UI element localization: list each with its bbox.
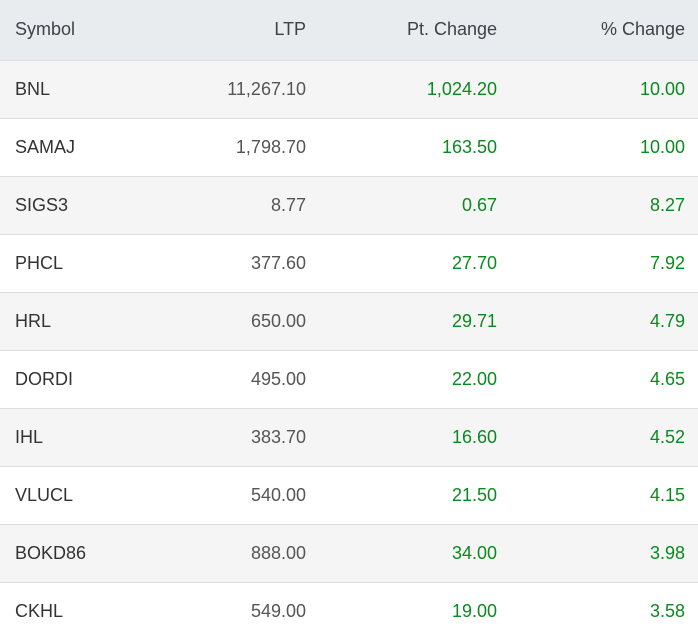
pt-change-cell: 163.50 <box>441 136 497 157</box>
pt-change-cell: 19.00 <box>451 600 497 621</box>
symbol-cell[interactable]: HRL <box>15 310 52 331</box>
ltp-cell: 377.60 <box>250 252 306 273</box>
table-row[interactable]: DORDI 495.00 22.00 4.65 <box>0 350 698 408</box>
header-row: Symbol LTP Pt. Change % Change <box>0 0 698 60</box>
symbol-cell[interactable]: PHCL <box>15 252 64 273</box>
symbol-cell[interactable]: BOKD86 <box>15 542 87 563</box>
ltp-cell: 11,267.10 <box>227 78 306 99</box>
table-row[interactable]: HRL 650.00 29.71 4.79 <box>0 292 698 350</box>
pct-change-cell: 4.15 <box>649 484 685 505</box>
pct-change-cell: 4.52 <box>649 426 685 447</box>
pt-change-cell: 0.67 <box>461 194 497 215</box>
pct-change-cell: 8.27 <box>649 194 685 215</box>
table-row[interactable]: BOKD86 888.00 34.00 3.98 <box>0 524 698 582</box>
pct-change-cell: 10.00 <box>639 136 685 157</box>
pt-change-cell: 34.00 <box>451 542 497 563</box>
table-row[interactable]: CKHL 549.00 19.00 3.58 <box>0 582 698 640</box>
ltp-column-header[interactable]: LTP <box>274 19 306 40</box>
symbol-cell[interactable]: CKHL <box>15 600 64 621</box>
symbol-cell[interactable]: VLUCL <box>15 484 74 505</box>
table-row[interactable]: IHL 383.70 16.60 4.52 <box>0 408 698 466</box>
pt-change-cell: 16.60 <box>451 426 497 447</box>
pct-change-cell: 10.00 <box>639 78 685 99</box>
table-header: Symbol LTP Pt. Change % Change <box>0 0 698 60</box>
ltp-cell: 383.70 <box>250 426 306 447</box>
ltp-cell: 888.00 <box>250 542 306 563</box>
symbol-cell[interactable]: SIGS3 <box>15 194 69 215</box>
table-row[interactable]: BNL 11,267.10 1,024.20 10.00 <box>0 60 698 118</box>
ltp-cell: 495.00 <box>250 368 306 389</box>
pt-change-cell: 29.71 <box>451 310 497 331</box>
pct-change-column-header[interactable]: % Change <box>600 19 685 40</box>
ltp-cell: 540.00 <box>250 484 306 505</box>
pct-change-cell: 4.79 <box>649 310 685 331</box>
pct-change-cell: 7.92 <box>649 252 685 273</box>
pct-change-cell: 3.58 <box>649 600 685 621</box>
table-row[interactable]: PHCL 377.60 27.70 7.92 <box>0 234 698 292</box>
table-row[interactable]: SIGS3 8.77 0.67 8.27 <box>0 176 698 234</box>
symbol-cell[interactable]: BNL <box>15 78 51 99</box>
ltp-cell: 1,798.70 <box>235 136 306 157</box>
table-row[interactable]: SAMAJ 1,798.70 163.50 10.00 <box>0 118 698 176</box>
symbol-cell[interactable]: SAMAJ <box>15 136 76 157</box>
pt-change-column-header[interactable]: Pt. Change <box>406 19 497 40</box>
table-body: BNL 11,267.10 1,024.20 10.00 SAMAJ 1,798… <box>0 60 698 640</box>
ltp-cell: 8.77 <box>270 194 306 215</box>
symbol-column-header[interactable]: Symbol <box>15 19 76 40</box>
pt-change-cell: 22.00 <box>451 368 497 389</box>
pct-change-cell: 4.65 <box>649 368 685 389</box>
symbol-cell[interactable]: IHL <box>15 426 44 447</box>
table-row[interactable]: VLUCL 540.00 21.50 4.15 <box>0 466 698 524</box>
ltp-cell: 650.00 <box>250 310 306 331</box>
pct-change-cell: 3.98 <box>649 542 685 563</box>
pt-change-cell: 21.50 <box>451 484 497 505</box>
symbol-cell[interactable]: DORDI <box>15 368 73 389</box>
ltp-cell: 549.00 <box>250 600 306 621</box>
pt-change-cell: 1,024.20 <box>426 78 497 99</box>
pt-change-cell: 27.70 <box>451 252 497 273</box>
